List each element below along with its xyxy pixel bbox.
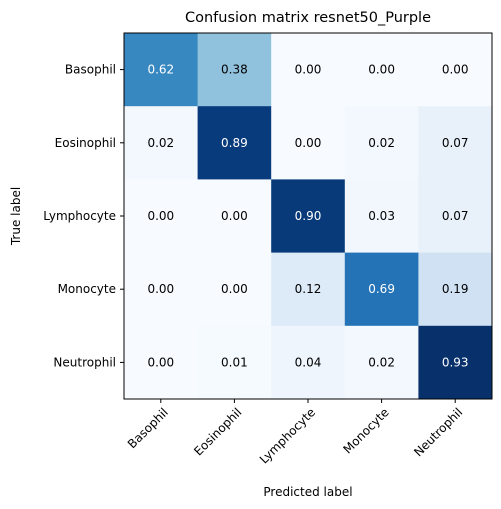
heatmap-cell: [344, 252, 419, 327]
heatmap-cell: [271, 325, 346, 400]
cell-value-label: 0.00: [147, 355, 174, 369]
y-tick-label: Lymphocyte: [43, 209, 116, 223]
cell-value-label: 0.93: [442, 355, 469, 369]
cell-value-label: 0.62: [147, 63, 174, 77]
heatmap-cell: [344, 179, 419, 254]
heatmap-cell: [124, 106, 199, 180]
heatmap-cell: [418, 33, 493, 107]
cell-value-label: 0.00: [147, 282, 174, 296]
heatmap-cell: [197, 179, 272, 254]
heatmap-cell: [418, 106, 493, 180]
heatmap-cell: [124, 252, 199, 327]
heatmap-cell: [418, 325, 493, 400]
y-tick-label: Eosinophil: [55, 136, 116, 150]
heatmap-cell: [418, 179, 493, 254]
heatmap-cell: [418, 252, 493, 327]
cell-value-label: 0.01: [221, 355, 248, 369]
heatmap-cell: [344, 33, 419, 107]
heatmap-cell: [344, 325, 419, 400]
cell-value-label: 0.38: [221, 63, 248, 77]
cell-value-label: 0.00: [295, 63, 322, 77]
heatmap-cell: [124, 33, 199, 107]
heatmap-cell: [197, 106, 272, 180]
cell-value-label: 0.12: [295, 282, 322, 296]
cell-value-label: 0.00: [442, 63, 469, 77]
cell-value-label: 0.00: [147, 209, 174, 223]
y-tick-label: Basophil: [65, 63, 116, 77]
x-tick-label: Basophil: [125, 405, 171, 451]
heatmap-cell: [271, 33, 346, 107]
cell-value-label: 0.02: [368, 355, 395, 369]
heatmap-cell: [344, 106, 419, 180]
cell-value-label: 0.02: [147, 136, 174, 150]
heatmap-cells: [124, 33, 493, 400]
cell-value-label: 0.00: [295, 136, 322, 150]
cell-value-label: 0.69: [368, 282, 395, 296]
y-axis-label: True label: [9, 187, 23, 246]
heatmap-cell: [271, 179, 346, 254]
chart-title: Confusion matrix resnet50_Purple: [185, 10, 431, 26]
cell-value-label: 0.00: [368, 63, 395, 77]
x-axis-label: Predicted label: [263, 485, 352, 499]
cell-value-label: 0.02: [368, 136, 395, 150]
x-tick-label: Monocyte: [341, 405, 392, 456]
y-axis-ticks: Basophil Eosinophil Lymphocyte Monocyte Neut…: [43, 63, 124, 369]
heatmap-cell: [271, 106, 346, 180]
heatmap-cell: [124, 179, 199, 254]
heatmap-cell: [197, 33, 272, 107]
heatmap-cell: [271, 252, 346, 327]
x-axis-ticks: Basophil Eosinophil Lymphocyte Monocyte Neut…: [125, 399, 465, 467]
cell-value-label: 0.04: [295, 355, 322, 369]
x-tick-label: Eosinophil: [191, 405, 244, 458]
cell-value-label: 0.89: [221, 136, 248, 150]
x-tick-label: Lymphocyte: [257, 405, 318, 466]
heatmap-cell: [197, 325, 272, 400]
y-tick-label: Neutrophil: [53, 355, 116, 369]
cell-value-label: 0.00: [221, 209, 248, 223]
cell-value-label: 0.07: [442, 209, 469, 223]
cell-value-label: 0.90: [295, 209, 322, 223]
x-tick-label: Neutrophil: [411, 405, 465, 459]
cell-value-label: 0.03: [368, 209, 395, 223]
heatmap-value-labels: 0.62 0.38 0.00 0.00 0.00 0.02 0.89 0.00 0.02 0.07…: [147, 63, 468, 370]
y-tick-label: Monocyte: [58, 282, 116, 296]
heatmap-cell: [197, 252, 272, 327]
cell-value-label: 0.19: [442, 282, 469, 296]
cell-value-label: 0.00: [221, 282, 248, 296]
cell-value-label: 0.07: [442, 136, 469, 150]
heatmap-cell: [124, 325, 199, 400]
